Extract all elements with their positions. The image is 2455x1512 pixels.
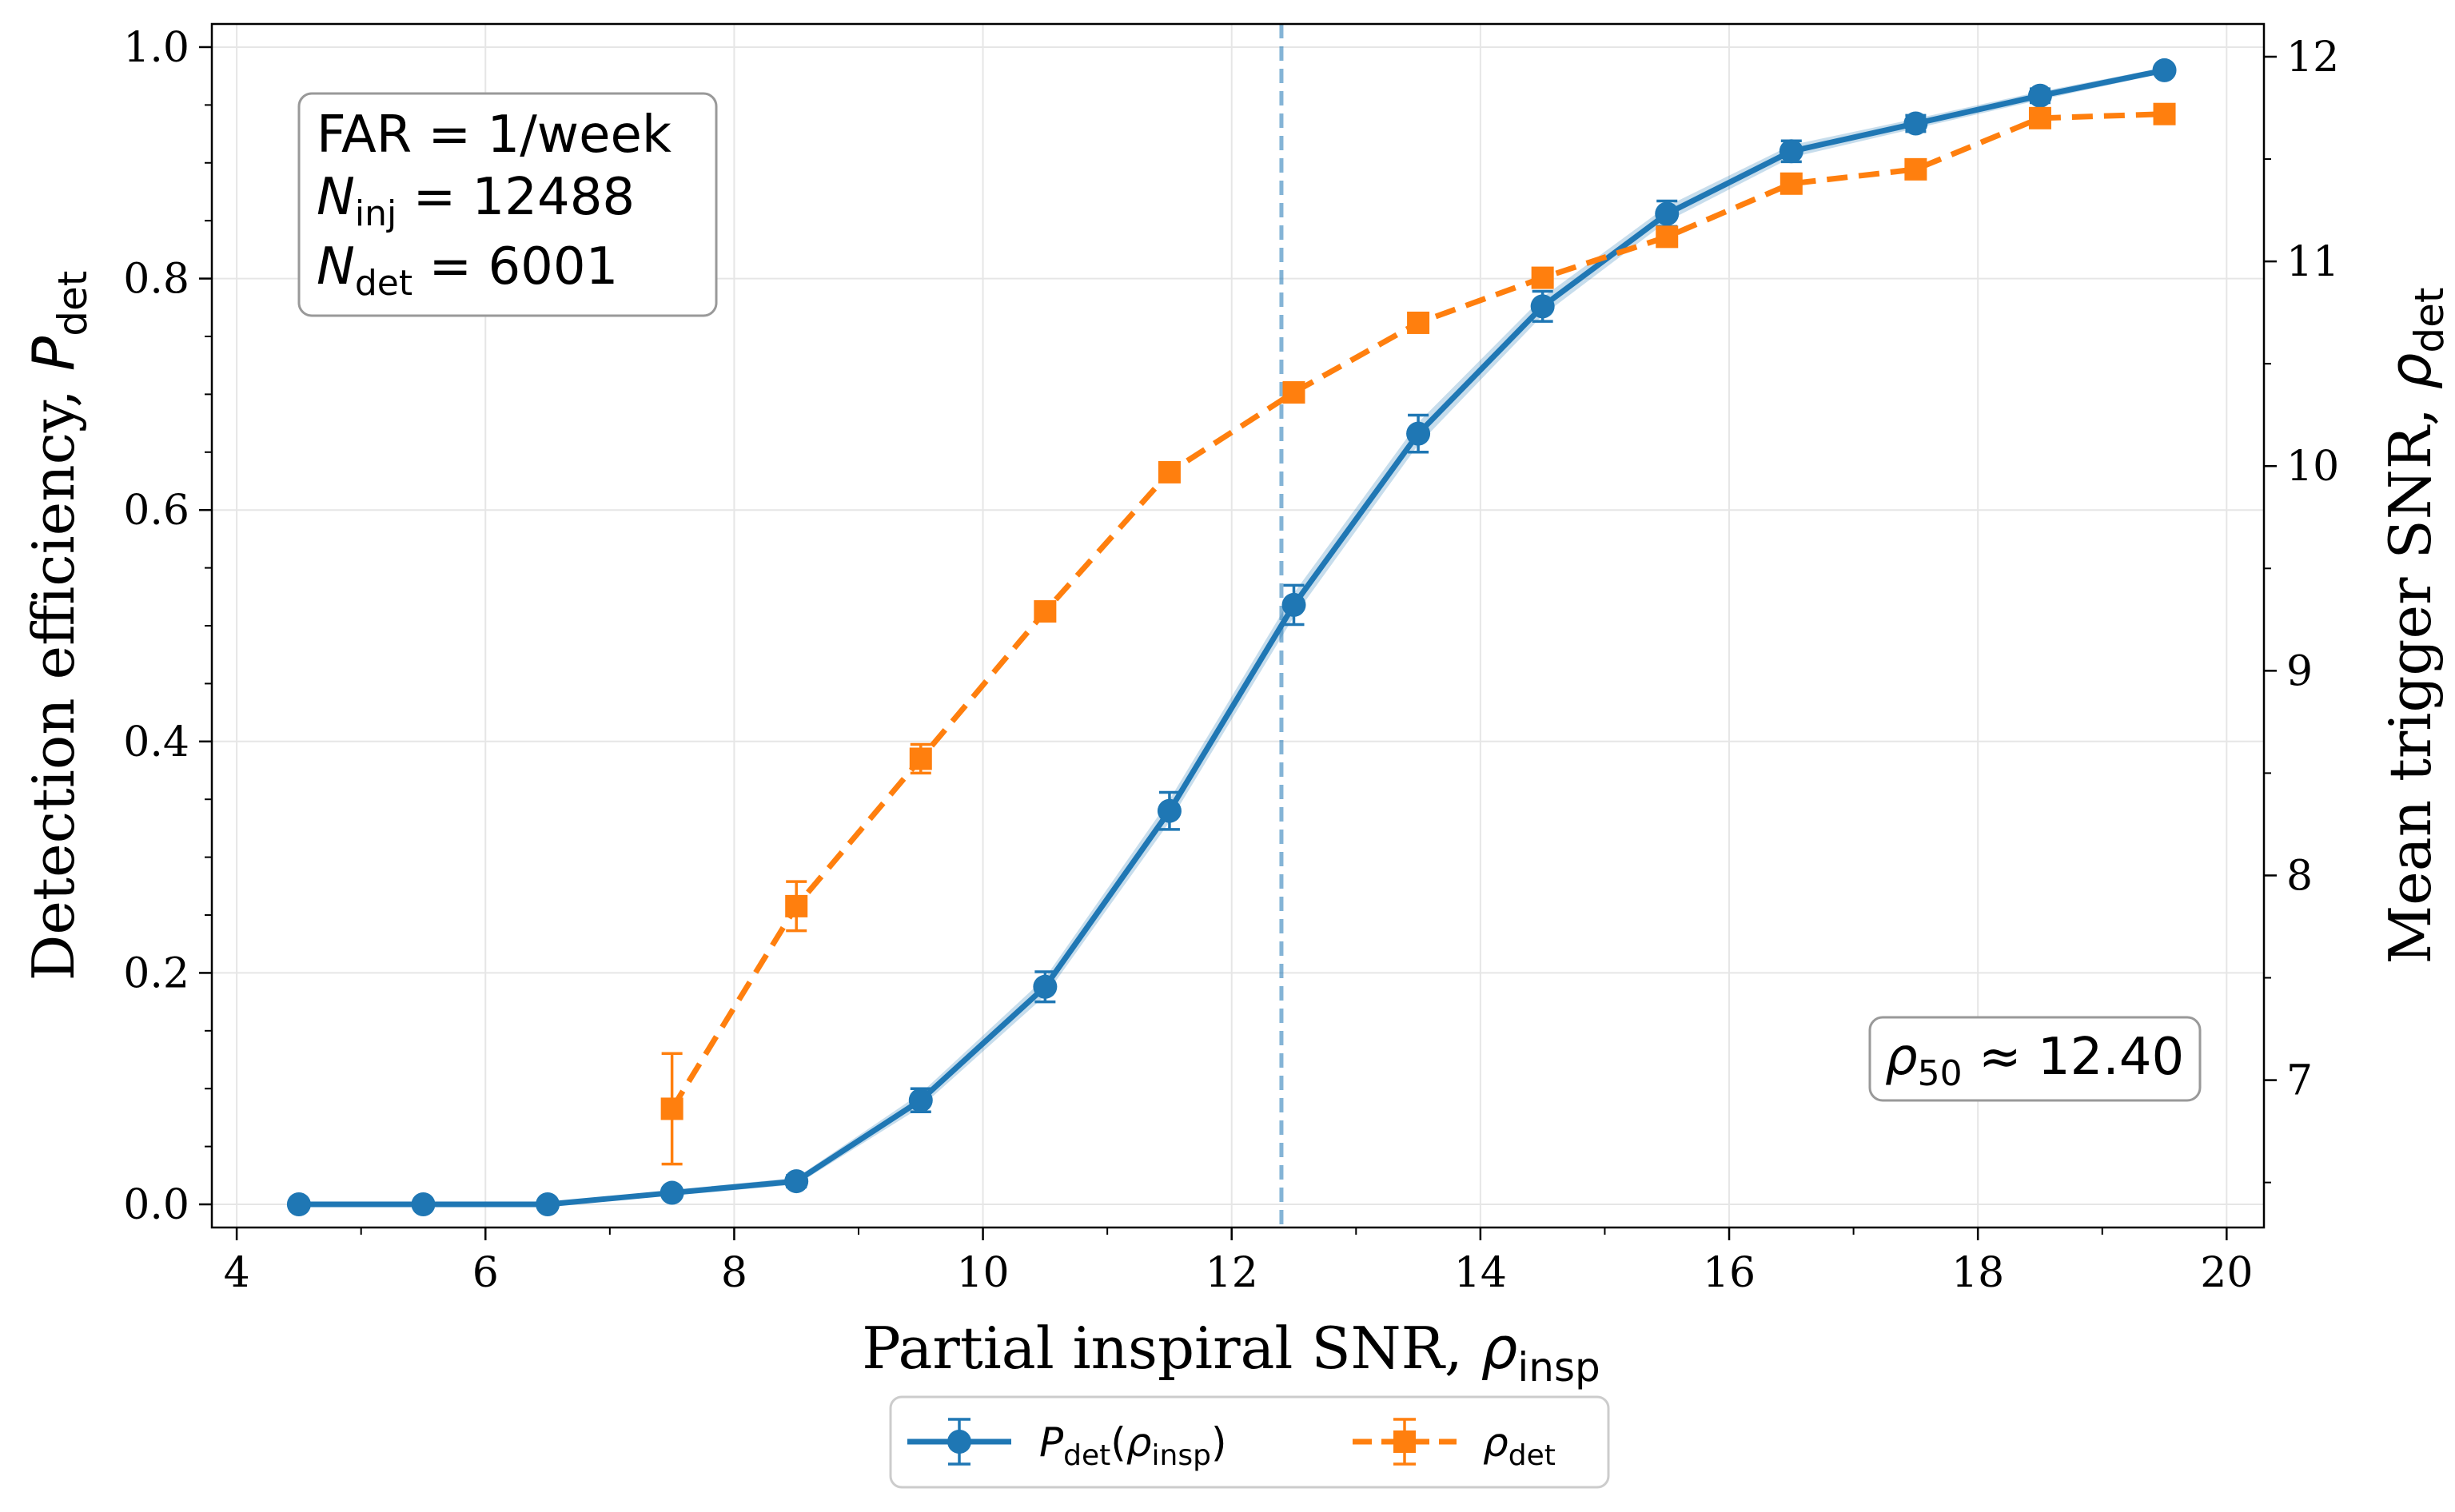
legend-label-pdet: Pdet(ρinsp) (1039, 1419, 1227, 1472)
info-box: FAR = 1/week Ninj = 12488 Ndet = 6001 (297, 92, 718, 317)
data-point (1282, 381, 1305, 404)
data-point (411, 1192, 436, 1217)
data-point (1157, 798, 1182, 823)
data-point (784, 1169, 809, 1194)
x-tick-label: 14 (1454, 1249, 1507, 1297)
rho50-text: ρ50 ≈ 12.40 (1885, 1028, 2184, 1094)
data-point (1655, 201, 1680, 226)
data-point (1531, 266, 1554, 289)
x-tick-label: 12 (1206, 1249, 1258, 1297)
ninj-text: Ninj = 12488 (317, 168, 635, 234)
data-point (660, 1097, 683, 1120)
grid (212, 24, 2264, 1228)
data-point (536, 1192, 560, 1217)
data-point (1406, 421, 1431, 446)
series-rhodet (660, 102, 2176, 1166)
data-point (286, 1192, 311, 1217)
data-point (785, 894, 808, 917)
y-tick-label: 1.0 (123, 24, 189, 72)
x-tick-label: 4 (224, 1249, 250, 1297)
legend: Pdet(ρinsp) ρdet (889, 1395, 1610, 1489)
data-point (1034, 600, 1057, 623)
data-point (1281, 592, 1306, 617)
data-point (1158, 460, 1181, 483)
data-point (2027, 83, 2052, 108)
ticks: 4 6 8 10 12 14 16 18 20 0.0 0.2 0.4 0.6 0.8 1.0 7 8 9 10 11… (123, 24, 2339, 1297)
data-point (1656, 225, 1679, 249)
y2-tick-label: 11 (2286, 238, 2339, 286)
rho50-box: ρ50 ≈ 12.40 (1868, 1016, 2202, 1102)
data-point (1903, 111, 1928, 136)
y2-tick-label: 9 (2286, 647, 2313, 695)
y2-tick-label: 8 (2286, 852, 2313, 900)
x-tick-label: 20 (2200, 1249, 2253, 1297)
legend-label-rhodet: ρdet (1483, 1419, 1556, 1472)
y-tick-label: 0.6 (123, 487, 189, 535)
y2-tick-label: 7 (2286, 1057, 2313, 1105)
data-point (2152, 58, 2177, 82)
x-tick-label: 6 (472, 1249, 499, 1297)
data-point (1904, 157, 1927, 181)
data-point (908, 1088, 933, 1112)
y-axis-label: Detection efficiency, Pdet (20, 271, 96, 981)
ndet-text: Ndet = 6001 (317, 237, 618, 304)
data-point (2153, 102, 2176, 125)
series-line (298, 67, 2166, 1208)
data-point (1407, 311, 1430, 334)
data-point (1530, 294, 1555, 319)
series-layer (286, 58, 2177, 1217)
data-point (1033, 974, 1058, 999)
y-tick-label: 0.4 (123, 718, 189, 766)
y2-tick-label: 12 (2286, 34, 2339, 82)
legend-entry-rhodet: ρdet (1353, 1418, 1556, 1472)
data-point (660, 1180, 684, 1205)
data-point (1779, 172, 1803, 195)
far-text: FAR = 1/week (317, 105, 672, 165)
data-point (1779, 139, 1803, 164)
x-tick-label: 10 (956, 1249, 1009, 1297)
x-tick-label: 18 (1951, 1249, 2004, 1297)
series-line (669, 111, 2165, 1111)
x-axis-label: Partial inspiral SNR, ρinsp (862, 1315, 1600, 1391)
y2-axis-label: Mean trigger SNR, ρdet (2377, 287, 2453, 964)
y-tick-label: 0.0 (123, 1181, 189, 1229)
x-tick-label: 16 (1703, 1249, 1756, 1297)
data-point (2028, 106, 2051, 129)
y-tick-label: 0.2 (123, 949, 189, 997)
data-point (909, 747, 932, 770)
series-pdet (286, 58, 2177, 1217)
x-tick-label: 8 (721, 1249, 747, 1297)
y2-tick-label: 10 (2286, 443, 2339, 491)
y-tick-label: 0.8 (123, 256, 189, 304)
legend-entry-pdet: Pdet(ρinsp) (907, 1418, 1227, 1472)
